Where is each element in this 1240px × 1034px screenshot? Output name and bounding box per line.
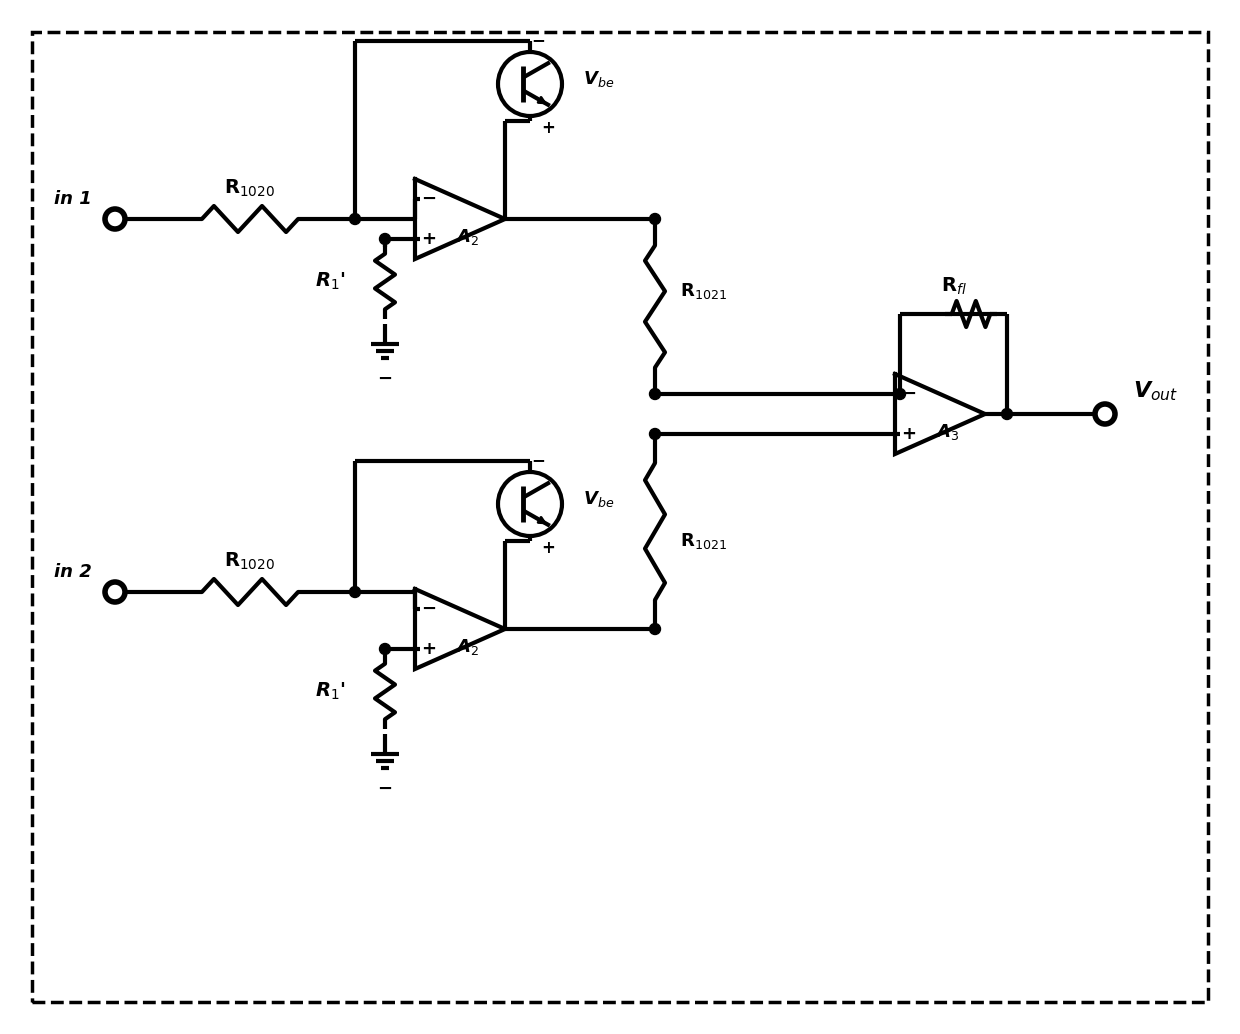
Text: R$_{fl}$: R$_{fl}$ xyxy=(941,275,966,297)
Text: +: + xyxy=(901,425,916,443)
Text: V$_{be}$: V$_{be}$ xyxy=(583,489,614,509)
Text: −: − xyxy=(531,31,544,49)
Text: −: − xyxy=(422,600,436,618)
Circle shape xyxy=(1002,408,1013,420)
Text: +: + xyxy=(422,230,436,248)
Text: V$_{be}$: V$_{be}$ xyxy=(583,69,614,89)
Text: +: + xyxy=(541,119,556,136)
Text: +: + xyxy=(541,539,556,557)
Text: A$_3$: A$_3$ xyxy=(935,422,959,442)
Text: R$_{1021}$: R$_{1021}$ xyxy=(680,281,727,302)
Text: in 1: in 1 xyxy=(55,190,92,208)
Circle shape xyxy=(650,213,661,224)
Text: V$_{out}$: V$_{out}$ xyxy=(1133,379,1178,403)
Text: A$_2$: A$_2$ xyxy=(455,637,479,657)
Text: R$_1$': R$_1$' xyxy=(315,680,345,702)
Circle shape xyxy=(650,428,661,439)
Text: −: − xyxy=(422,190,436,208)
Text: −: − xyxy=(531,451,544,469)
Text: −: − xyxy=(901,385,916,403)
Text: +: + xyxy=(422,640,436,658)
Circle shape xyxy=(350,213,361,224)
Circle shape xyxy=(650,624,661,635)
Text: R$_{1021}$: R$_{1021}$ xyxy=(680,531,727,551)
Text: −: − xyxy=(377,370,393,388)
Circle shape xyxy=(379,643,391,655)
Text: in 2: in 2 xyxy=(55,562,92,581)
Circle shape xyxy=(894,389,905,399)
Circle shape xyxy=(379,234,391,244)
Text: −: − xyxy=(377,780,393,798)
Text: R$_{1020}$: R$_{1020}$ xyxy=(224,550,275,572)
Text: R$_1$': R$_1$' xyxy=(315,271,345,293)
Circle shape xyxy=(650,389,661,399)
Text: A$_2$: A$_2$ xyxy=(455,227,479,247)
Text: R$_{1020}$: R$_{1020}$ xyxy=(224,178,275,199)
Circle shape xyxy=(350,586,361,598)
